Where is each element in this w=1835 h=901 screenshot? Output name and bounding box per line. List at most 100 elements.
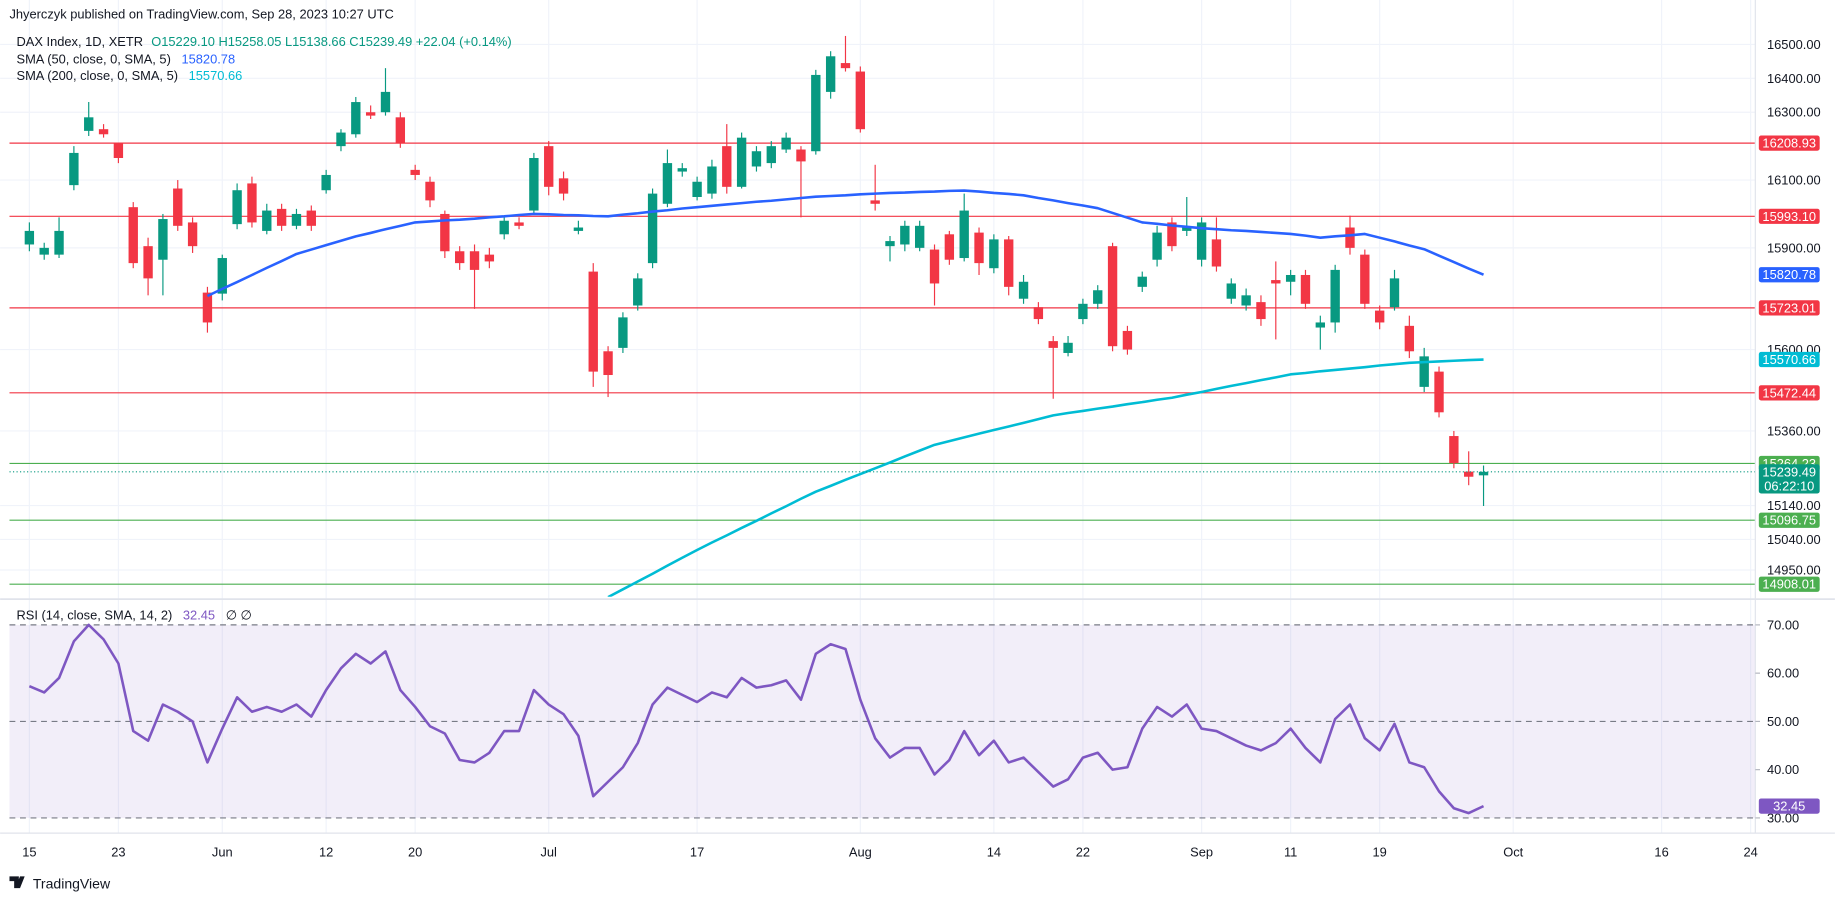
candle-body — [425, 181, 435, 201]
level-badge-text: 16208.93 — [1762, 136, 1816, 151]
sma-badge-bg — [1758, 351, 1820, 368]
candle-body — [321, 174, 331, 191]
candle-body — [1256, 302, 1266, 320]
candle-body — [1464, 471, 1474, 477]
candle-body — [707, 166, 717, 194]
sma-line — [206, 189, 1485, 298]
sma-badge: 15570.66 — [1758, 351, 1820, 368]
candle-body — [1434, 371, 1444, 413]
candle-body — [143, 246, 153, 279]
last-price-bg — [1758, 464, 1820, 494]
candle-body — [1389, 278, 1400, 308]
candle-body — [662, 163, 673, 204]
axis-layer: 15 23 Jun 12 20 Jul 17 Aug 14 22 Sep 11 19 Oct 16 24 165… — [22, 37, 1820, 859]
candle-body — [766, 146, 776, 164]
rsi-tick-label: 30.00 — [1767, 810, 1799, 825]
candle-body — [276, 208, 287, 226]
y-tick-label: 15360.00 — [1767, 423, 1821, 438]
candle-body — [1122, 330, 1133, 350]
x-tick-label: 22 — [1076, 844, 1090, 859]
candle-body — [974, 232, 984, 264]
candle-body — [158, 219, 168, 260]
x-tick-label: 23 — [111, 844, 125, 859]
candle-body — [647, 193, 658, 264]
candle-body — [1137, 276, 1147, 287]
countdown-text: 06:22:10 — [1764, 478, 1814, 493]
candle-body — [796, 149, 806, 162]
rsi-tick-label: 50.00 — [1767, 714, 1799, 729]
y-tick-label: 16300.00 — [1767, 105, 1821, 120]
sma50-value: 15820.78 — [181, 51, 235, 66]
candle-body — [54, 230, 64, 255]
candle-body — [1048, 341, 1058, 348]
rsi-tick-label: 70.00 — [1767, 617, 1799, 632]
candle-body — [1196, 222, 1207, 260]
candle-body — [1093, 290, 1103, 304]
level-badge-bg — [1758, 576, 1820, 592]
candle-body — [529, 158, 539, 211]
candle-body — [173, 188, 183, 226]
candle-body — [1033, 307, 1044, 320]
candle-body — [39, 247, 49, 255]
price-pane — [9, 35, 1756, 597]
candle-body — [1211, 239, 1222, 267]
candle-body — [380, 91, 391, 113]
candle-body — [351, 102, 361, 135]
level-badge-text: 15096.75 — [1762, 513, 1816, 528]
candle-body — [217, 258, 227, 294]
y-tick-label: 15900.00 — [1767, 240, 1821, 255]
sma-badge-text: 15820.78 — [1762, 267, 1816, 282]
candle-body — [410, 169, 420, 175]
candle-body — [1285, 274, 1296, 282]
candle-body — [588, 271, 598, 372]
header: Jhyerczyk published on TradingView.com, … — [9, 7, 393, 22]
level-badge: 15993.10 — [1758, 208, 1820, 224]
x-tick-label: Oct — [1503, 844, 1523, 859]
rsi-badge-text: 32.45 — [1773, 799, 1805, 814]
candle-body — [336, 132, 346, 147]
candle-body — [1182, 227, 1192, 231]
candle-body — [455, 251, 465, 264]
candle-body — [1404, 325, 1415, 352]
candle-body — [677, 168, 687, 172]
candle-body — [1330, 269, 1340, 323]
candle-body — [840, 63, 851, 69]
y-tick-label: 15140.00 — [1767, 498, 1821, 513]
y-tick-label: 14950.00 — [1767, 562, 1821, 577]
candle-body — [440, 213, 450, 252]
grid — [0, 0, 1756, 834]
rsi-badge: 32.45 — [1758, 798, 1820, 814]
sma-line — [607, 358, 1484, 597]
candle-body — [603, 351, 613, 376]
candle-body — [84, 117, 94, 131]
x-tick-label: 16 — [1654, 844, 1668, 859]
candle-body — [1063, 342, 1073, 353]
sma-badge-bg — [1758, 267, 1820, 283]
plot-layer — [9, 35, 1756, 819]
candle-body — [469, 251, 480, 270]
sma50-name: SMA (50, close, 0, SMA, 5) — [17, 51, 171, 66]
candle-body — [484, 254, 495, 262]
candle-body — [989, 239, 999, 269]
candle-body — [751, 151, 762, 167]
candle-body — [573, 227, 584, 231]
y-tick-label: 15040.00 — [1767, 532, 1821, 547]
rsi-extra: ∅ ∅ — [226, 607, 252, 622]
rsi-band — [9, 624, 1756, 818]
rsi-value: 32.45 — [183, 607, 215, 622]
candle-body — [1167, 222, 1177, 247]
rsi-badge-bg — [1758, 798, 1820, 814]
level-badge: 15472.44 — [1758, 385, 1820, 401]
level-badge-bg — [1758, 300, 1820, 316]
footer-brand: TradingView — [33, 875, 111, 891]
candle-body — [291, 213, 302, 226]
candle-body — [1449, 436, 1459, 464]
x-tick-label: Jun — [212, 844, 233, 859]
level-badge: 15723.01 — [1758, 300, 1820, 316]
candle-body — [722, 146, 732, 187]
x-tick-label: 15 — [22, 844, 36, 859]
candle-body — [736, 137, 747, 187]
candle-body — [1345, 227, 1355, 248]
